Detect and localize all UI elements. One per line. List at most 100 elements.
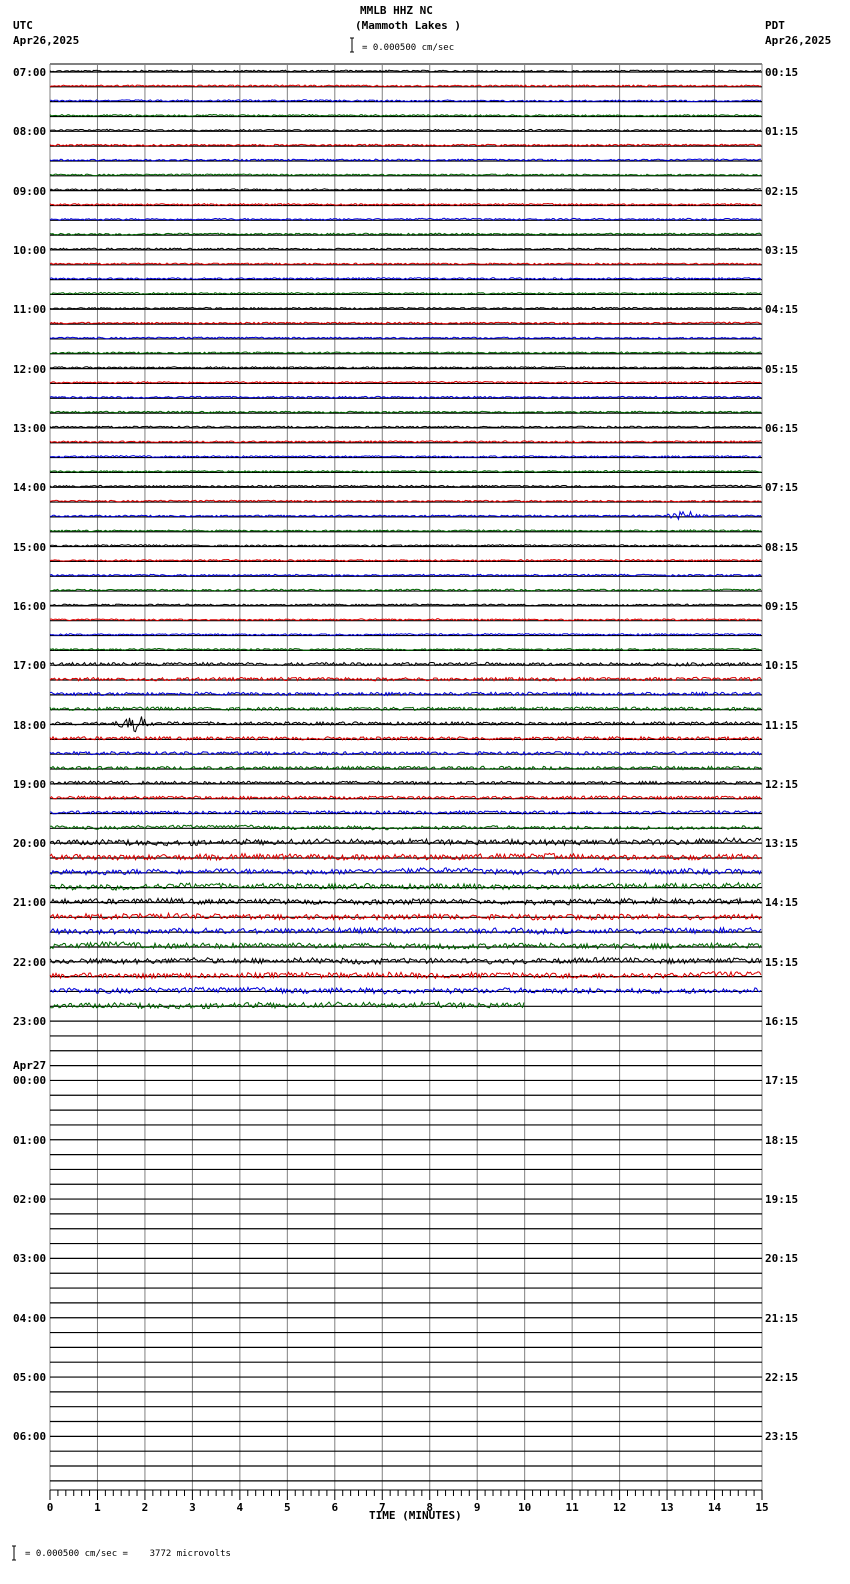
pdt-time-label: 06:15 [765,421,799,435]
seismic-trace [49,188,762,192]
seismic-trace [49,69,762,73]
seismic-trace [49,158,761,162]
x-tick-label: 12 [613,1501,626,1514]
seismic-trace [49,544,762,548]
pdt-time-label: 04:15 [765,303,799,317]
utc-time-label: 23:00 [13,1015,47,1029]
utc-time-label: 05:00 [13,1371,47,1385]
pdt-time-label: 23:15 [765,1430,799,1444]
utc-time-label: 11:00 [13,303,47,317]
x-axis-title: TIME (MINUTES) [369,1509,462,1522]
left-date: Apr26,2025 [13,34,80,47]
seismic-trace [49,881,762,892]
seismic-trace [49,676,762,682]
seismic-trace [49,262,762,266]
x-tick-label: 11 [566,1501,580,1514]
seismic-trace [49,291,762,296]
x-tick-label: 10 [518,1501,531,1514]
seismic-trace [49,306,762,310]
utc-time-label: 09:00 [13,184,47,198]
pdt-time-label: 03:15 [765,243,799,257]
seismic-trace [49,469,762,473]
seismic-trace [49,202,762,206]
pdt-time-label: 09:15 [765,599,799,613]
x-tick-label: 9 [474,1501,481,1514]
seismic-trace [49,99,762,103]
seismic-trace [49,276,762,281]
utc-time-label: 13:00 [13,421,47,435]
seismic-trace [49,247,762,251]
seismic-trace [49,986,762,995]
seismic-trace [49,455,762,459]
seismic-trace [49,395,762,399]
seismic-trace [49,956,762,966]
seismic-trace [49,716,762,733]
seismic-trace [49,380,762,384]
right-timezone: PDT [765,19,785,32]
seismic-trace [49,84,762,88]
station-title: MMLB HHZ NC [360,4,433,17]
scale-bar-icon [350,37,354,53]
seismic-trace [49,647,761,651]
seismic-trace [49,970,762,980]
seismic-trace [49,573,762,577]
utc-date-label: Apr27 [13,1059,47,1073]
seismic-trace [49,765,762,771]
seismic-trace [49,837,762,847]
utc-time-label: 16:00 [13,599,47,613]
pdt-time-label: 16:15 [765,1015,799,1029]
pdt-time-label: 21:15 [765,1311,799,1325]
utc-time-label: 12:00 [13,362,47,376]
x-tick-label: 1 [94,1501,101,1514]
seismic-trace [49,780,762,786]
x-tick-label: 6 [331,1501,338,1514]
right-date: Apr26,2025 [765,34,832,47]
pdt-time-label: 10:15 [765,659,799,673]
left-timezone: UTC [13,19,33,32]
x-tick-label: 4 [237,1501,244,1514]
utc-time-label: 14:00 [13,481,47,495]
pdt-time-label: 07:15 [765,481,799,495]
seismic-trace [49,440,762,444]
pdt-time-label: 11:15 [765,718,799,732]
seismic-trace [49,691,762,697]
seismic-trace [49,529,762,533]
pdt-time-label: 20:15 [765,1252,799,1266]
pdt-time-label: 00:15 [765,66,799,79]
utc-time-label: 21:00 [13,896,47,910]
seismic-trace [49,896,762,906]
utc-time-label: 07:00 [13,66,47,79]
seismic-trace [49,735,762,741]
seismic-trace [49,661,762,667]
seismic-trace [49,499,762,503]
pdt-time-label: 02:15 [765,184,799,198]
station-location: (Mammoth Lakes ) [355,19,461,32]
seismic-trace [49,217,762,221]
seismic-trace [49,852,762,862]
seismic-trace [49,795,762,801]
seismic-trace [49,940,762,951]
pdt-time-label: 14:15 [765,896,799,910]
utc-time-label: 06:00 [13,1430,47,1444]
x-tick-label: 0 [47,1501,54,1514]
seismic-trace [49,632,762,636]
utc-time-label: 04:00 [13,1311,47,1325]
pdt-time-label: 17:15 [765,1074,799,1088]
utc-time-label: 02:00 [13,1193,47,1207]
utc-time-label: 19:00 [13,777,47,791]
pdt-time-label: 13:15 [765,837,799,851]
seismic-trace [49,143,762,147]
x-tick-label: 2 [142,1501,149,1514]
seismic-trace [49,351,762,355]
x-tick-label: 5 [284,1501,291,1514]
scale-text: = 0.000500 cm/sec [362,43,455,53]
x-tick-label: 3 [189,1501,196,1514]
seismic-trace [49,809,762,816]
seismic-trace [49,750,762,756]
pdt-time-label: 22:15 [765,1371,799,1385]
seismic-trace [49,173,762,177]
x-tick-label: 7 [379,1501,386,1514]
x-tick-label: 14 [708,1501,722,1514]
pdt-time-label: 08:15 [765,540,799,554]
